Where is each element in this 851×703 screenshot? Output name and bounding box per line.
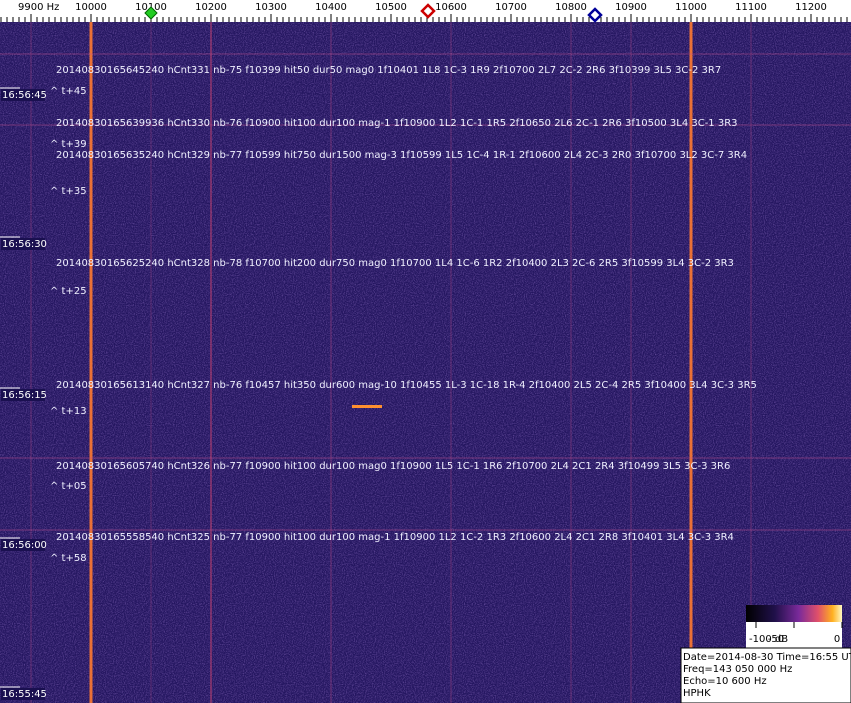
time-label-bg [1, 539, 45, 551]
event-text: 20140830165639936 hCnt330 nb-76 f10900 h… [56, 118, 738, 129]
freq-label: 10300 [255, 2, 287, 13]
freq-label: 9900 Hz [18, 2, 59, 13]
time-label-bg [1, 89, 45, 101]
time-label-bg [1, 389, 45, 401]
marker-blue [587, 7, 603, 23]
freq-label: 10600 [435, 2, 467, 13]
freq-label: 11000 [675, 2, 707, 13]
event-marker: ^ t+25 [50, 286, 87, 297]
info-line: HPHK [683, 688, 711, 699]
time-label: 16:56:30 [2, 239, 47, 250]
colorbar [746, 605, 842, 622]
event-text: 20140830165613140 hCnt327 nb-76 f10457 h… [56, 380, 757, 391]
event-marker: ^ t+05 [50, 481, 87, 492]
info-line: Echo=10 600 Hz [683, 676, 767, 687]
time-label-bg [1, 238, 45, 250]
info-box [680, 647, 851, 703]
echo-blip [352, 405, 382, 408]
time-label: 16:56:15 [2, 390, 47, 401]
freq-label: 10200 [195, 2, 227, 13]
time-label-bg [1, 688, 45, 700]
info-line: Freq=143 050 000 Hz [683, 664, 792, 675]
freq-label: 11200 [795, 2, 827, 13]
event-text: 20140830165645240 hCnt331 nb-75 f10399 h… [56, 65, 721, 76]
freq-label: 10700 [495, 2, 527, 13]
marker-red [420, 3, 436, 19]
event-marker: ^ t+58 [50, 553, 87, 564]
event-marker: ^ t+39 [50, 139, 87, 150]
freq-label: 10900 [615, 2, 647, 13]
event-text: 20140830165625240 hCnt328 nb-78 f10700 h… [56, 258, 734, 269]
colorbar-label: -50 [768, 634, 784, 645]
freq-label: 10000 [75, 2, 107, 13]
freq-label: 10400 [315, 2, 347, 13]
colorbar-label: 0 [834, 634, 840, 645]
freq-label: 10800 [555, 2, 587, 13]
event-marker: ^ t+45 [50, 86, 87, 97]
time-label: 16:55:45 [2, 689, 47, 700]
spectrogram-noise [0, 22, 851, 703]
colorbar-label: -100 dB [749, 634, 788, 645]
time-label: 16:56:45 [2, 90, 47, 101]
event-marker: ^ t+35 [50, 186, 87, 197]
event-text: 20140830165605740 hCnt326 nb-77 f10900 h… [56, 461, 730, 472]
event-text: 20140830165635240 hCnt329 nb-77 f10599 h… [56, 150, 747, 161]
event-marker: ^ t+13 [50, 406, 87, 417]
freq-label: 10500 [375, 2, 407, 13]
freq-label: 11100 [735, 2, 767, 13]
info-line: Date=2014-08-30 Time=16:55 UTC [683, 652, 851, 663]
event-text: 20140830165558540 hCnt325 nb-77 f10900 h… [56, 532, 734, 543]
time-label: 16:56:00 [2, 540, 47, 551]
marker-green [144, 6, 158, 20]
